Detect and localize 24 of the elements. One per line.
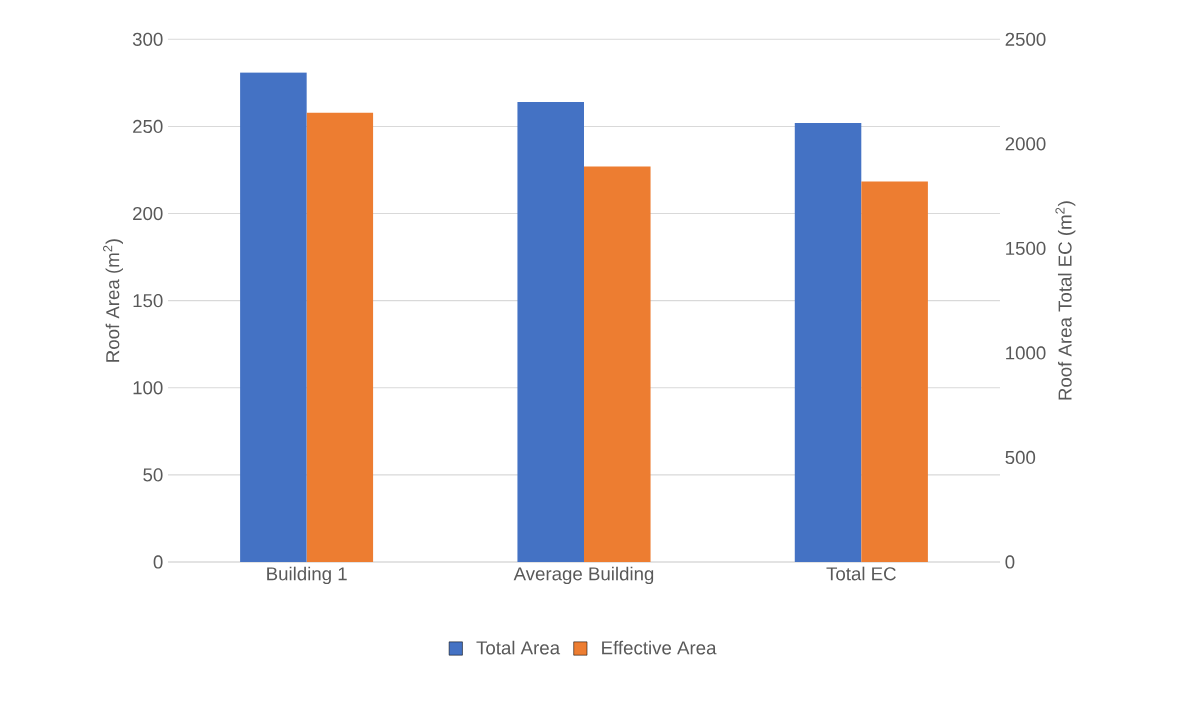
y-axis-title: Roof Area (m$^{2}$) <box>103 239 123 362</box>
y-tick-label: 0 <box>153 555 163 569</box>
x-tick-label: Average Building <box>513 566 654 585</box>
y-tick-label: 300 <box>132 32 163 46</box>
y-tick-label: 100 <box>133 381 163 395</box>
y2-tick-label: 2000 <box>1005 137 1046 151</box>
y-tick-label: 50 <box>143 468 163 482</box>
y2-tick-label: 1500 <box>1006 241 1046 255</box>
x-tick-label: Total EC <box>826 566 896 581</box>
bar <box>240 72 307 562</box>
legend-label: Total Area <box>476 640 561 655</box>
y-tick-label: 150 <box>133 294 163 308</box>
y2-tick-label: 1000 <box>1006 346 1046 360</box>
y2-tick-label: 2500 <box>1005 32 1046 46</box>
bar <box>584 166 651 562</box>
bar <box>306 112 374 562</box>
y2-tick-label: 500 <box>1005 450 1036 465</box>
y2-axis-title: Roof Area Total EC (m$^{2}$) <box>1055 201 1076 400</box>
y-tick-label: 250 <box>133 119 163 134</box>
x-tick-label: Building 1 <box>267 566 347 585</box>
y2-tick-label: 0 <box>1005 555 1015 569</box>
y-tick-label: 200 <box>133 206 163 221</box>
legend-label: Effective Area <box>602 640 717 655</box>
bar <box>517 102 584 562</box>
